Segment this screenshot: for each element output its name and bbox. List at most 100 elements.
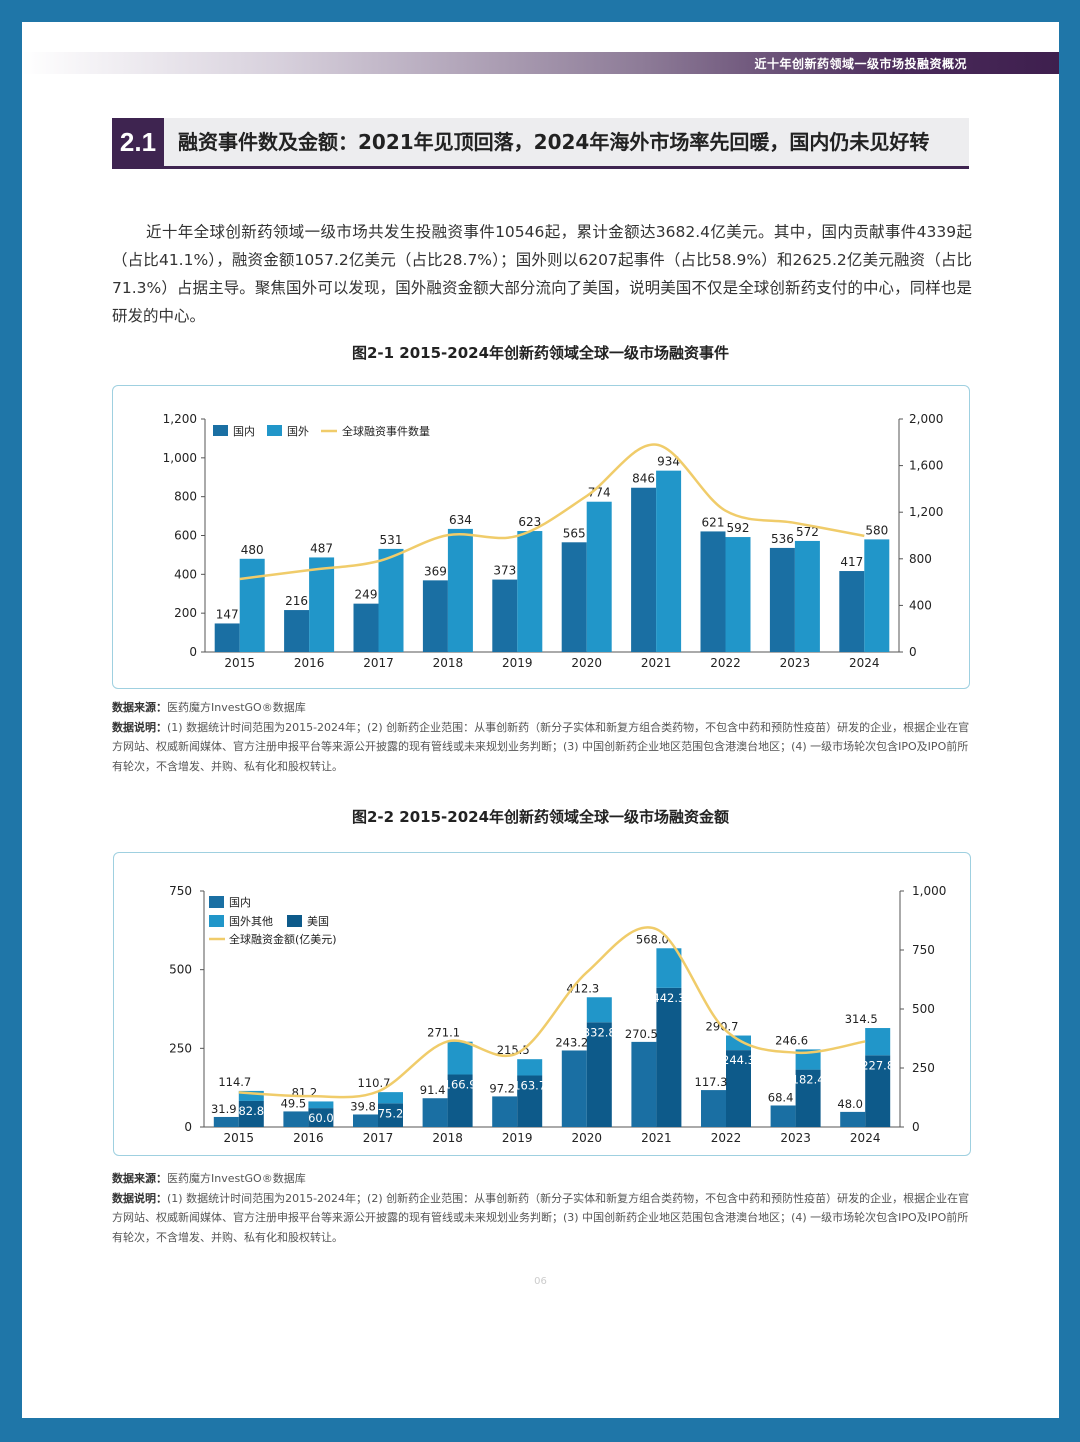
figure2-explanation: 数据说明：(1) 数据统计时间范围为2015-2024年；(2) 创新药企业范围… xyxy=(112,1189,972,1248)
header-band: 近十年创新药领域一级市场投融资概况 xyxy=(22,52,1059,74)
x-tick-label: 2016 xyxy=(294,656,325,670)
data-label-overseas: 572 xyxy=(796,525,819,539)
figure1-notes-text: (1) 数据统计时间范围为2015-2024年；(2) 创新药企业范围：从事创新… xyxy=(112,720,970,773)
figure1-notes: 数据来源：医药魔方InvestGO®数据库 数据说明：(1) 数据统计时间范围为… xyxy=(112,698,972,776)
figure2-notes-label: 数据说明： xyxy=(112,1191,167,1205)
figure1-source-label: 数据来源： xyxy=(112,701,167,714)
data-label-domestic: 373 xyxy=(493,564,516,578)
y2-tick-label: 500 xyxy=(912,1002,935,1016)
legend-label-domestic: 国内 xyxy=(233,424,255,438)
bar-overseas-other xyxy=(378,1092,403,1104)
bar-domestic xyxy=(701,1090,726,1127)
figure1-chart: 0 200 400 600 800 1,000 1,200 0 400 800 1,200 1,600… xyxy=(163,412,944,670)
x-tick-label: 2015 xyxy=(224,656,255,670)
bar-domestic xyxy=(422,1098,448,1127)
x-tick-label: 2018 xyxy=(433,656,464,670)
data-label-domestic: 249 xyxy=(355,588,378,602)
bar-overseas-other xyxy=(865,1028,891,1056)
data-label-overseas: 623 xyxy=(518,515,541,529)
y-tick-label: 0 xyxy=(189,645,197,659)
bar-overseas xyxy=(447,528,473,652)
y-tick-label: 1,200 xyxy=(163,412,197,426)
data-label-domestic: 243.2 xyxy=(555,1035,588,1049)
bar-usa xyxy=(726,1050,751,1127)
figure1-notes-label: 数据说明： xyxy=(112,720,167,734)
bar-overseas xyxy=(239,558,265,652)
data-label-total: 271.1 xyxy=(427,1026,460,1040)
data-label-domestic: 49.5 xyxy=(281,1096,307,1110)
figure2-source: 数据来源：医药魔方InvestGO®数据库 xyxy=(112,1169,972,1189)
bar-domestic xyxy=(283,1111,309,1127)
data-label-usa: 60.0 xyxy=(308,1111,334,1125)
figure2-notes: 数据来源：医药魔方InvestGO®数据库 数据说明：(1) 数据统计时间范围为… xyxy=(112,1169,972,1247)
data-label-usa: 227.8 xyxy=(861,1058,894,1072)
data-label-total: 215.5 xyxy=(497,1043,530,1057)
bar-domestic xyxy=(769,547,795,652)
figure2-title: 图2-2 2015-2024年创新药领域全球一级市场融资金额 xyxy=(351,808,730,826)
data-label-domestic: 117.3 xyxy=(695,1075,728,1089)
bar-overseas xyxy=(586,501,612,652)
bar-usa xyxy=(238,1100,264,1127)
bar-domestic xyxy=(631,1041,657,1127)
legend-label-line: 全球融资金额(亿美元) xyxy=(229,932,337,946)
bar-overseas-other xyxy=(517,1059,543,1076)
data-label-usa: 163.7 xyxy=(513,1078,546,1092)
bar-usa xyxy=(308,1108,334,1127)
x-tick-label: 2023 xyxy=(780,1131,811,1145)
bar-usa xyxy=(517,1075,543,1127)
data-label-domestic: 31.9 xyxy=(211,1102,237,1116)
x-tick-label: 2015 xyxy=(224,1131,255,1145)
bar-overseas xyxy=(378,548,404,652)
x-tick-label: 2017 xyxy=(363,656,394,670)
data-label-total: 568.0 xyxy=(636,932,669,946)
bar-overseas xyxy=(517,531,543,652)
x-tick-label: 2017 xyxy=(363,1131,394,1145)
bar-domestic xyxy=(700,531,726,652)
data-label-total: 246.6 xyxy=(775,1033,808,1047)
data-label-usa: 182.4 xyxy=(792,1073,825,1087)
y-tick-label: 250 xyxy=(169,1041,192,1055)
x-tick-label: 2024 xyxy=(850,1131,881,1145)
legend-label-usa: 美国 xyxy=(307,915,329,928)
bar-overseas-other xyxy=(308,1101,334,1109)
bar-overseas-other xyxy=(447,1041,473,1075)
data-label-total: 114.7 xyxy=(218,1075,251,1089)
legend-swatch-domestic xyxy=(209,896,224,908)
data-label-domestic: 97.2 xyxy=(489,1081,515,1095)
data-label-usa: 244.3 xyxy=(722,1053,755,1067)
bar-overseas xyxy=(309,557,335,652)
y2-tick-label: 0 xyxy=(909,645,917,659)
data-label-overseas: 531 xyxy=(380,533,403,547)
bar-domestic xyxy=(840,1111,866,1127)
y2-tick-label: 400 xyxy=(909,598,932,612)
data-label-overseas: 592 xyxy=(727,521,750,535)
bar-domestic xyxy=(631,487,657,652)
data-label-domestic: 846 xyxy=(632,472,655,486)
y2-tick-label: 1,200 xyxy=(909,505,943,519)
bar-domestic xyxy=(561,1050,587,1127)
bar-domestic xyxy=(353,1114,378,1127)
bar-domestic xyxy=(492,579,518,652)
data-label-domestic: 68.4 xyxy=(768,1090,794,1104)
bar-overseas xyxy=(725,537,751,652)
figure1-source: 数据来源：医药魔方InvestGO®数据库 xyxy=(112,698,972,718)
bar-domestic xyxy=(561,542,587,652)
bar-overseas xyxy=(794,540,820,652)
bar-overseas-other xyxy=(238,1090,264,1101)
bar-usa xyxy=(447,1074,473,1127)
figure1-chart-frame: 0 200 400 600 800 1,000 1,200 0 400 800 1,200 1,600… xyxy=(112,385,970,689)
data-label-domestic: 147 xyxy=(216,607,239,621)
y-tick-label: 600 xyxy=(174,529,197,543)
legend-label-overseas: 国外 xyxy=(287,425,309,438)
data-label-total: 314.5 xyxy=(845,1012,878,1026)
bar-domestic xyxy=(422,580,448,652)
legend-label-domestic: 国内 xyxy=(229,895,251,909)
figure2-notes-text: (1) 数据统计时间范围为2015-2024年；(2) 创新药企业范围：从事创新… xyxy=(112,1191,970,1244)
data-label-domestic: 565 xyxy=(563,526,586,540)
data-label-usa: 332.8 xyxy=(583,1025,616,1039)
body-paragraph: 近十年全球创新药领域一级市场共发生投融资事件10546起，累计金额达3682.4… xyxy=(112,223,972,325)
x-tick-label: 2023 xyxy=(780,656,811,670)
bar-domestic xyxy=(353,603,379,652)
y-tick-label: 200 xyxy=(174,606,197,620)
bar-overseas-other xyxy=(586,997,612,1023)
